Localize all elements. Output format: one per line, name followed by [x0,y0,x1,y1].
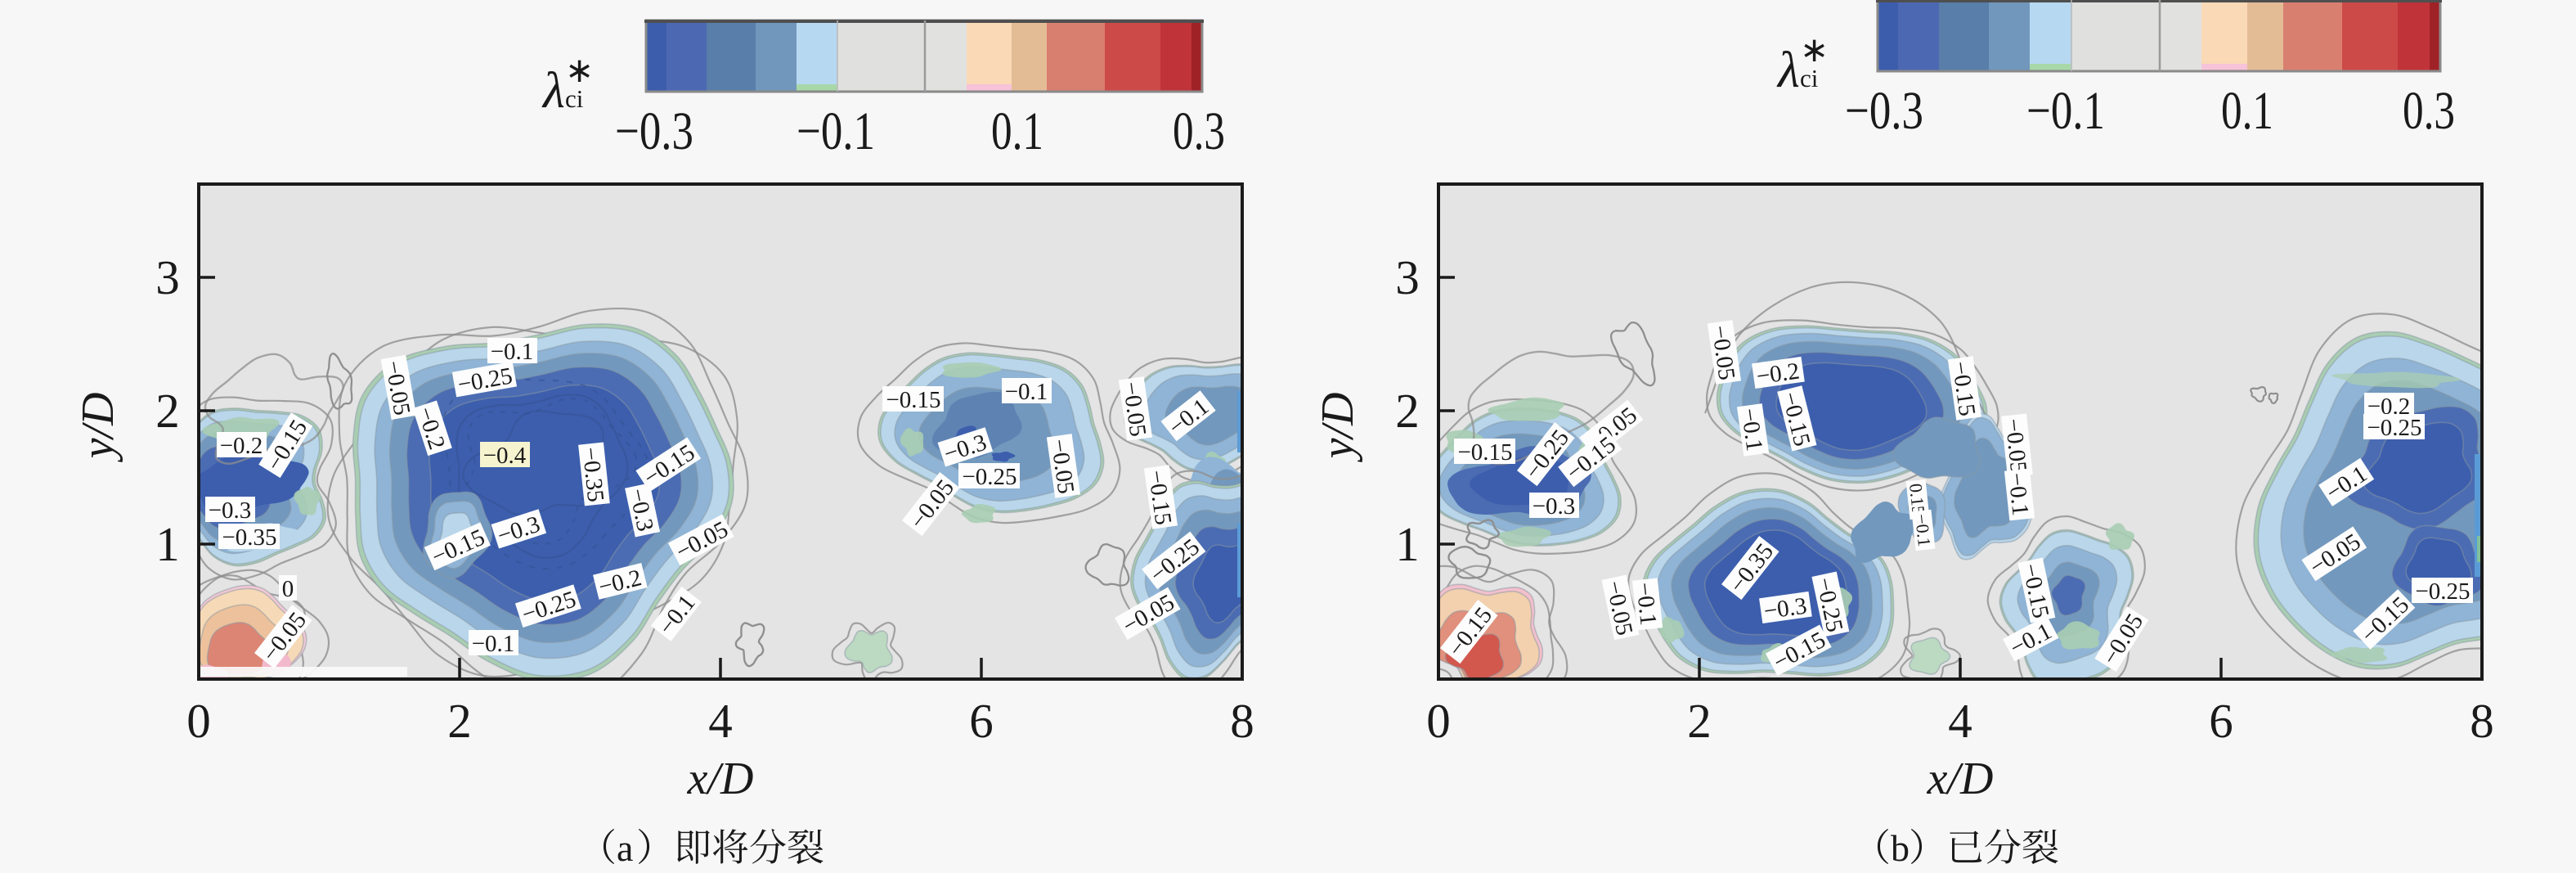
svg-text:−0.3: −0.3 [615,101,693,161]
svg-text:−0.35: −0.35 [222,524,276,551]
svg-text:−0.15: −0.15 [1457,439,1512,466]
svg-text:2: 2 [447,694,472,748]
svg-text:−0.35: −0.35 [577,446,609,503]
svg-text:2: 2 [1395,384,1420,438]
svg-text:−0.2: −0.2 [1755,358,1802,389]
svg-text:0.3: 0.3 [2403,81,2455,141]
svg-text:−0.1: −0.1 [2026,81,2105,141]
svg-text:ci: ci [565,84,584,113]
svg-text:−0.3: −0.3 [209,497,252,524]
svg-text:∗: ∗ [1800,32,1829,70]
svg-text:λ: λ [1776,43,1800,98]
svg-text:−0.25: −0.25 [2367,415,2421,441]
svg-text:y/D: y/D [73,393,123,463]
svg-text:1: 1 [1395,517,1420,571]
svg-text:1: 1 [155,517,180,571]
svg-text:−0.2: −0.2 [220,433,263,459]
svg-text:8: 8 [2470,694,2494,748]
svg-text:8: 8 [1230,694,1254,748]
svg-text:6: 6 [2209,694,2233,748]
svg-text:ci: ci [1800,64,1819,92]
svg-text:−0.1: −0.1 [1631,581,1661,627]
svg-text:−0.1: −0.1 [1911,513,1935,547]
svg-text:2: 2 [155,384,180,438]
svg-text:b: b [1891,827,1910,869]
svg-text:−0.25: −0.25 [962,464,1016,490]
svg-text:0.1: 0.1 [2221,81,2273,141]
svg-text:−0.05: −0.05 [2000,417,2032,475]
svg-text:−0.1: −0.1 [1005,379,1048,405]
svg-text:−0.3: −0.3 [1533,493,1576,520]
svg-text:4: 4 [708,694,733,748]
svg-text:0: 0 [282,576,294,602]
svg-text:0.3: 0.3 [1173,101,1225,161]
svg-text:λ: λ [541,63,565,119]
svg-text:a: a [617,827,633,869]
svg-text:−0.4: −0.4 [483,443,527,469]
svg-text:−0.3: −0.3 [1845,81,1923,141]
svg-text:−0.1: −0.1 [797,101,875,161]
svg-text:3: 3 [155,250,180,304]
svg-text:−0.15: −0.15 [886,387,940,413]
svg-text:−0.3: −0.3 [1762,592,1809,624]
svg-text:−0.1: −0.1 [491,339,534,365]
svg-text:x/D: x/D [687,754,754,804]
svg-text:y/D: y/D [1313,393,1363,463]
svg-text:−0.1: −0.1 [1736,407,1768,453]
svg-text:3: 3 [1395,250,1420,304]
svg-text:−0.1: −0.1 [2003,471,2033,517]
svg-text:−0.25: −0.25 [2415,578,2470,605]
svg-text:−0.1: −0.1 [472,631,515,657]
svg-text:0: 0 [1426,694,1451,748]
svg-text:0: 0 [186,694,211,748]
svg-text:∗: ∗ [565,52,594,90]
svg-text:6: 6 [969,694,994,748]
svg-text:4: 4 [1948,694,1972,748]
svg-text:x/D: x/D [1927,754,1994,804]
svg-text:0.1: 0.1 [991,101,1043,161]
svg-text:2: 2 [1687,694,1712,748]
